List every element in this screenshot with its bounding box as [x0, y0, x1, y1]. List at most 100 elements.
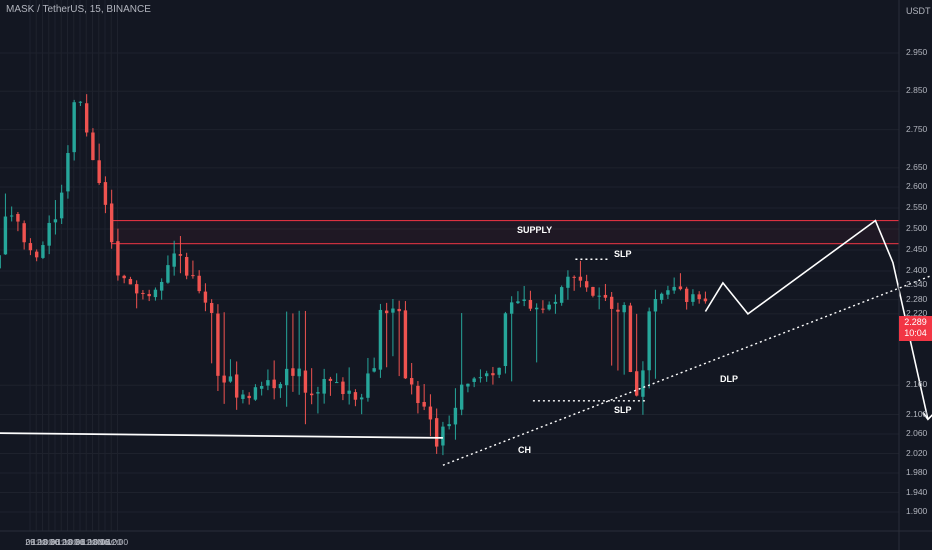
- candle-body-98: [191, 275, 195, 277]
- candle-body-144: [478, 377, 483, 379]
- candle-body-105: [234, 374, 239, 398]
- price-tick-label: 2.100: [906, 408, 928, 419]
- candle-body-74: [41, 245, 45, 258]
- candle-body-131: [397, 308, 401, 312]
- candle-body-67: [0, 255, 1, 269]
- time-tick-label: 06:00: [100, 537, 122, 547]
- time-tick-label: 30: [50, 537, 60, 547]
- time-tick-label: 12:00: [31, 537, 54, 547]
- time-tick-label: 12:00: [106, 537, 129, 547]
- price-tick-label: 2.850: [906, 85, 928, 96]
- candles: [0, 94, 708, 456]
- supply-label: SUPPLY: [517, 225, 552, 235]
- price-tick-label: 2.280: [906, 293, 928, 304]
- candle-body-95: [172, 253, 176, 267]
- candle-body-112: [278, 384, 283, 389]
- candle-body-118: [316, 392, 320, 394]
- candle-body-147: [497, 367, 501, 375]
- candle-body-91: [147, 294, 151, 297]
- time-tick-label: 06:00: [50, 537, 72, 547]
- candle-body-126: [366, 373, 370, 398]
- candle-body-137: [434, 418, 439, 447]
- bar-countdown: 10:04: [904, 328, 927, 338]
- candle-body-83: [97, 160, 101, 184]
- candle-body-90: [141, 292, 145, 294]
- candle-body-152: [528, 299, 533, 309]
- candle-body-84: [103, 182, 108, 205]
- supply-zone-box: [111, 220, 900, 245]
- candle-body-115: [297, 368, 301, 377]
- candle-body-77: [59, 192, 64, 219]
- candle-body-82: [91, 132, 95, 161]
- grid: [0, 0, 899, 531]
- candle-body-102: [216, 313, 220, 376]
- candle-body-94: [166, 265, 170, 283]
- price-tick-label: 2.400: [906, 265, 928, 275]
- candle-body-177: [684, 288, 689, 302]
- candle-body-87: [122, 275, 126, 279]
- candle-body-75: [47, 222, 51, 246]
- candle-body-173: [659, 293, 664, 300]
- candle-body-97: [184, 256, 189, 276]
- candle-body-135: [422, 401, 426, 407]
- candle-body-104: [228, 376, 233, 382]
- candle-body-93: [159, 281, 164, 291]
- price-tick-label: 2.450: [906, 244, 928, 254]
- candle-body-92: [153, 289, 158, 298]
- candle-body-161: [584, 281, 589, 288]
- candle-body-163: [597, 295, 601, 297]
- candle-body-178: [691, 294, 695, 302]
- candle-body-79: [72, 102, 76, 153]
- candle-body-150: [516, 301, 520, 304]
- slp-bottom-label: SLP: [614, 405, 632, 415]
- candle-body-99: [197, 275, 201, 292]
- candle-body-114: [291, 368, 295, 376]
- candle-body-111: [272, 379, 276, 389]
- candle-body-130: [391, 308, 395, 313]
- candle-body-148: [503, 313, 508, 367]
- candle-body-122: [341, 381, 345, 395]
- candle-body-76: [53, 219, 58, 223]
- candle-body-132: [403, 310, 408, 379]
- candle-body-124: [353, 392, 358, 400]
- candle-body-121: [334, 382, 339, 384]
- candle-body-117: [309, 393, 314, 396]
- annotations: SUPPLY SLP SLP DLP CH: [517, 225, 738, 455]
- price-tick-label: 2.650: [906, 161, 928, 172]
- candle-body-85: [109, 203, 114, 243]
- candle-body-157: [559, 287, 564, 303]
- dlp-label: DLP: [720, 374, 738, 384]
- price-tick-label: 2.550: [906, 202, 928, 212]
- candle-body-175: [672, 286, 676, 291]
- price-tick-label: 2.340: [906, 279, 928, 290]
- candle-body-160: [578, 276, 583, 281]
- price-tick-label: 2.060: [906, 428, 928, 438]
- candle-body-171: [647, 311, 651, 371]
- candle-body-100: [203, 291, 208, 303]
- candle-body-127: [372, 368, 376, 372]
- candle-body-123: [347, 390, 351, 394]
- candle-body-103: [222, 375, 226, 383]
- candle-body-143: [472, 378, 476, 382]
- candle-body-70: [16, 214, 20, 222]
- time-tick-label: 12:00: [56, 537, 79, 547]
- candle-body-80: [78, 101, 83, 103]
- time-tick-label: 18:00: [38, 537, 60, 547]
- price-tick-label: 2.220: [906, 307, 928, 318]
- candle-body-149: [509, 302, 514, 314]
- candle-body-68: [3, 216, 8, 255]
- candle-body-145: [484, 373, 489, 377]
- candle-body-167: [622, 305, 626, 313]
- drawings[interactable]: [0, 219, 932, 466]
- candle-body-110: [266, 380, 270, 386]
- candle-body-116: [303, 370, 308, 393]
- last-price-tag: 2.289 10:04: [899, 316, 932, 341]
- time-tick-label: 18:00: [88, 537, 110, 547]
- price-tick-label: 1.980: [906, 467, 928, 477]
- time-tick-label: 06:00: [25, 537, 47, 547]
- candle-body-108: [253, 387, 258, 400]
- last-price-value: 2.289: [904, 317, 927, 327]
- candle-body-128: [378, 309, 383, 370]
